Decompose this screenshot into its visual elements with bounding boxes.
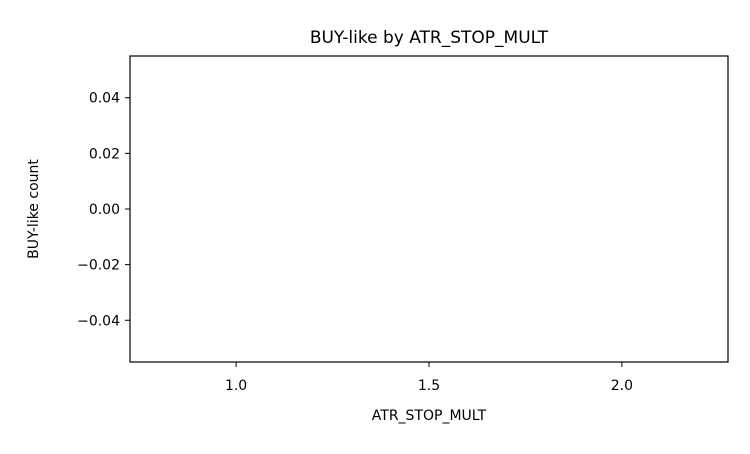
chart-title: BUY-like by ATR_STOP_MULT bbox=[310, 28, 549, 48]
plot-area bbox=[129, 55, 729, 363]
y-tick-label: 0.00 bbox=[89, 202, 120, 218]
y-tick-label: 0.04 bbox=[89, 91, 120, 107]
x-tick-label: 1.0 bbox=[225, 378, 247, 394]
y-axis-label: BUY-like count bbox=[26, 159, 42, 259]
y-tick-label: 0.02 bbox=[89, 146, 120, 162]
x-axis-label: ATR_STOP_MULT bbox=[372, 408, 487, 424]
x-tick-label: 2.0 bbox=[611, 378, 633, 394]
y-tick-label: −0.04 bbox=[77, 313, 120, 329]
x-tick-label: 1.5 bbox=[418, 378, 440, 394]
y-tick-label: −0.02 bbox=[77, 258, 120, 274]
y-axis-ticks: 0.04 0.02 0.00 −0.02 −0.04 bbox=[77, 91, 130, 329]
x-axis-ticks: 1.0 1.5 2.0 bbox=[225, 362, 633, 394]
